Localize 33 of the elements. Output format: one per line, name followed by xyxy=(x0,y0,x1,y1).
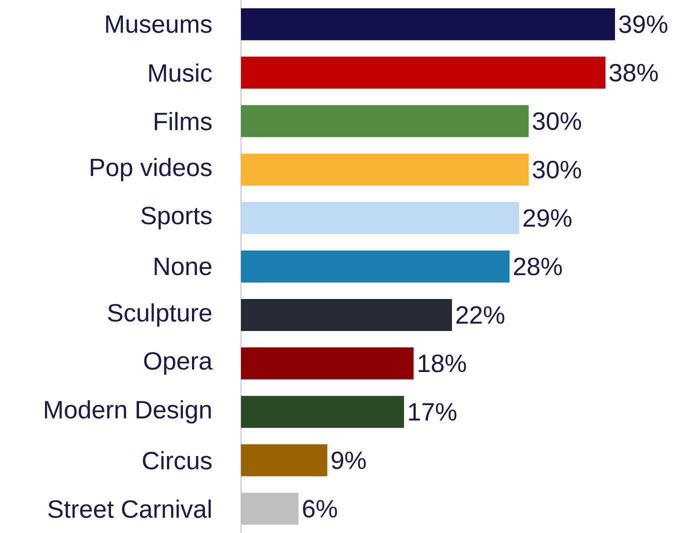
y-tick-label: Sports xyxy=(141,206,212,230)
data-label: 30% xyxy=(532,112,582,130)
bar xyxy=(241,154,529,186)
data-label: 6% xyxy=(303,500,337,518)
data-label: 17% xyxy=(409,403,456,421)
y-tick-label: Museums xyxy=(106,15,212,33)
y-tick-label: Music xyxy=(149,64,212,82)
bar xyxy=(241,8,616,40)
data-label: 9% xyxy=(332,451,366,470)
data-label: 28% xyxy=(514,258,562,276)
y-tick-label: Pop videos xyxy=(90,158,212,182)
bar xyxy=(241,396,404,428)
y-tick-label: Sculpture xyxy=(108,303,212,327)
y-tick-label: Street Carnival xyxy=(48,500,211,518)
y-tick-label: Films xyxy=(154,112,212,130)
data-label: 22% xyxy=(456,306,504,324)
y-tick-label: Opera xyxy=(144,352,212,375)
y-tick-label: None xyxy=(154,258,212,276)
bar xyxy=(241,202,520,234)
data-label: 18% xyxy=(418,354,466,372)
y-tick-label: Circus xyxy=(142,451,212,470)
bar xyxy=(241,492,299,525)
data-label: 29% xyxy=(524,209,572,227)
data-label: 30% xyxy=(532,160,582,178)
y-tick-label: Modern Design xyxy=(44,400,211,424)
data-label: 39% xyxy=(619,15,668,34)
bar xyxy=(241,250,510,282)
bar xyxy=(241,444,328,476)
bar xyxy=(241,56,606,89)
bar xyxy=(241,347,414,380)
bar xyxy=(241,105,529,138)
bar xyxy=(241,298,452,331)
data-label: 38% xyxy=(610,64,658,82)
